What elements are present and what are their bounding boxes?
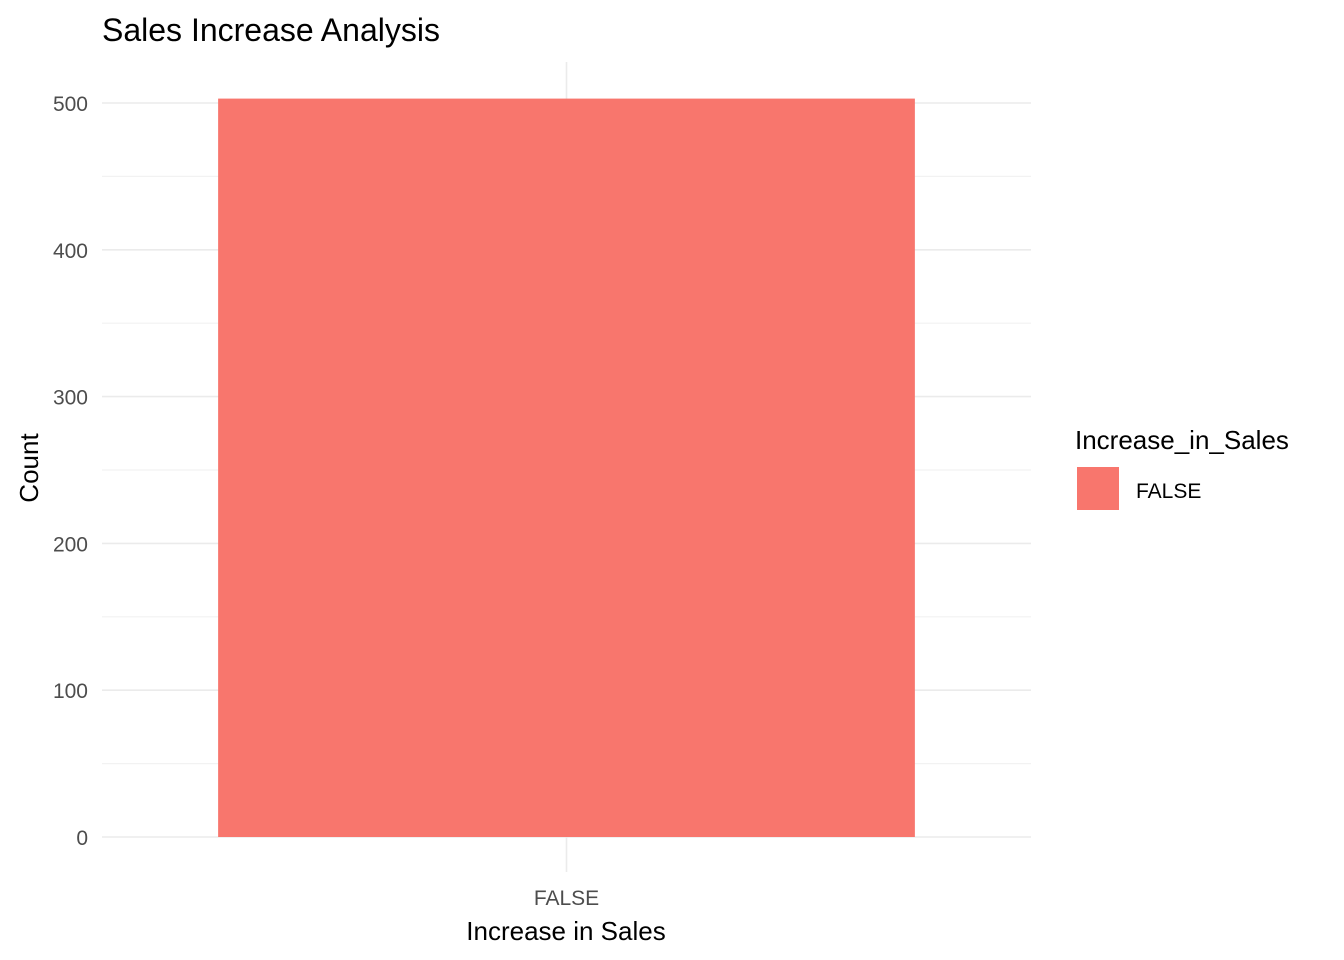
- bar-false: [218, 98, 915, 837]
- legend-key: [1077, 467, 1119, 510]
- x-axis-title: Increase in Sales: [466, 916, 665, 946]
- legend-title: Increase_in_Sales: [1075, 425, 1289, 455]
- y-tick-label: 100: [53, 680, 88, 703]
- y-tick-label: 0: [76, 827, 88, 850]
- y-axis-title: Count: [14, 433, 44, 503]
- legend-label: FALSE: [1136, 480, 1201, 503]
- x-tick-label: FALSE: [534, 887, 599, 910]
- bars: [218, 98, 915, 837]
- chart-title: Sales Increase Analysis: [102, 12, 440, 48]
- y-axis-ticks: 0 100 200 300 400 500: [53, 93, 88, 850]
- y-tick-label: 300: [53, 387, 88, 410]
- legend-entries: FALSE: [1077, 467, 1201, 510]
- y-tick-label: 500: [53, 93, 88, 116]
- legend: Increase_in_Sales FALSE: [1075, 425, 1289, 510]
- x-axis-ticks: FALSE: [534, 887, 599, 910]
- y-tick-label: 200: [53, 533, 88, 556]
- y-tick-label: 400: [53, 240, 88, 263]
